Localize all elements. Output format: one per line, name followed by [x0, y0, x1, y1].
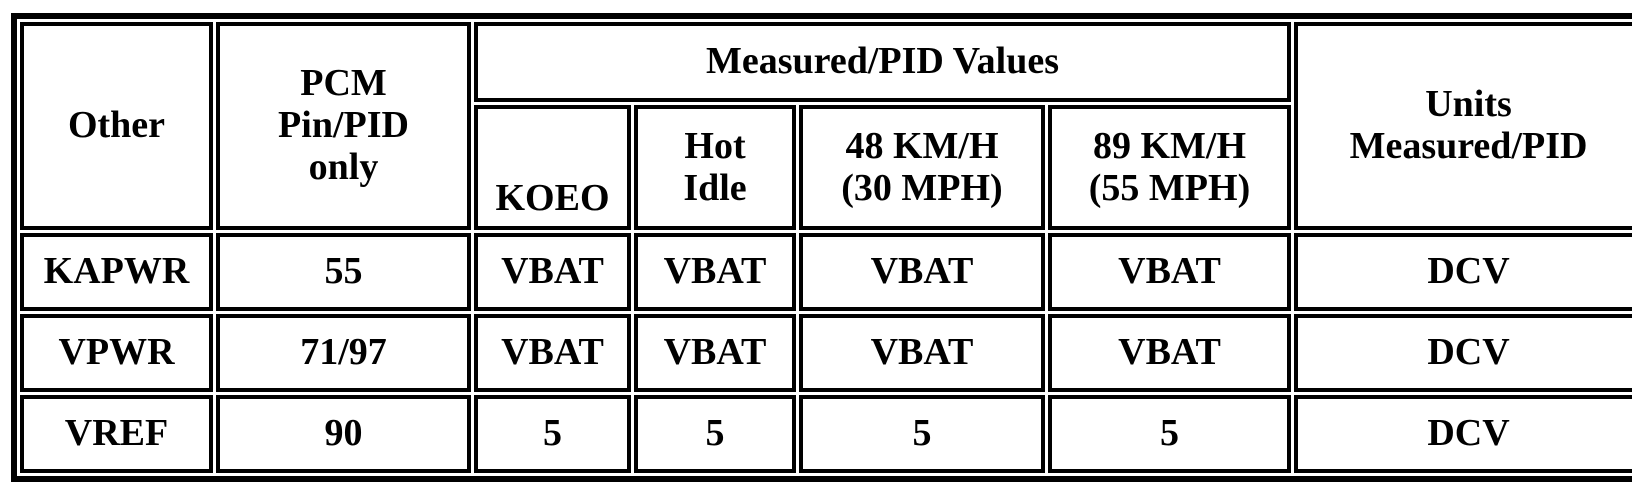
subheader-row: KOEO Hot Idle 48 KM/H (30 MPH) 89 KM/H (…: [20, 105, 1632, 230]
data-cell: DCV: [1294, 314, 1632, 392]
page: {"table": { "header": { "other": "Other"…: [11, 13, 1632, 482]
data-cell: 5: [799, 395, 1045, 473]
data-cell: VBAT: [1048, 233, 1292, 311]
data-cell: 55: [216, 233, 471, 311]
data-cell: DCV: [1294, 395, 1632, 473]
data-cell: 5: [474, 395, 631, 473]
data-cell: VBAT: [634, 314, 796, 392]
data-cell: VBAT: [1048, 314, 1292, 392]
data-cell: VBAT: [634, 233, 796, 311]
data-cell: VBAT: [799, 233, 1045, 311]
data-cell: KAPWR: [20, 233, 213, 311]
header-cell: Hot Idle: [634, 105, 796, 230]
data-cell: VPWR: [20, 314, 213, 392]
data-table: Other PCM Pin/PID only Measured/PID Valu…: [11, 13, 1632, 482]
data-cell: DCV: [1294, 233, 1632, 311]
header-cell: 48 KM/H (30 MPH): [799, 105, 1045, 230]
data-cell: VBAT: [474, 314, 631, 392]
header-row: Other PCM Pin/PID only Measured/PID Valu…: [20, 22, 1632, 230]
data-row: KAPWR 55 VBAT VBAT VBAT VBAT DCV: [20, 233, 1632, 311]
data-cell: VBAT: [799, 314, 1045, 392]
header-cell: Other: [20, 22, 213, 230]
data-row: VPWR 71/97 VBAT VBAT VBAT VBAT DCV: [20, 314, 1632, 392]
data-cell: 5: [1048, 395, 1292, 473]
header-cell: Units Measured/PID: [1294, 22, 1632, 230]
data-cell: VREF: [20, 395, 213, 473]
data-cell: 90: [216, 395, 471, 473]
data-cell: VBAT: [474, 233, 631, 311]
header-cell: KOEO: [474, 105, 631, 230]
data-cell: 71/97: [216, 314, 471, 392]
header-cell: Measured/PID Values: [474, 22, 1292, 102]
data-row: VREF 90 5 5 5 5 DCV: [20, 395, 1632, 473]
header-cell: 89 KM/H (55 MPH): [1048, 105, 1292, 230]
data-cell: 5: [634, 395, 796, 473]
header-cell: PCM Pin/PID only: [216, 22, 471, 230]
